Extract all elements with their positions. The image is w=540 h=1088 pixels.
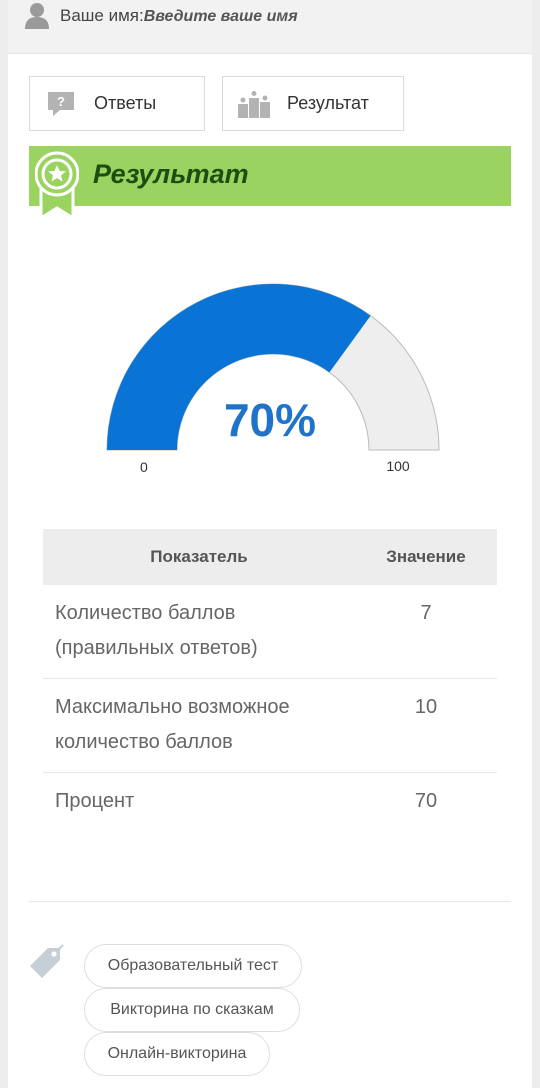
answers-label: Ответы (94, 93, 157, 113)
table-header: Показатель Значение (43, 529, 497, 585)
gauge-fill (107, 283, 371, 450)
question-bubble-icon: ? (48, 91, 74, 116)
metric-column-header: Показатель (150, 547, 248, 566)
banner-title: Результат (93, 159, 249, 189)
svg-text:?: ? (57, 94, 65, 109)
user-icon (25, 3, 49, 29)
tag-fairy-tale-quiz[interactable]: Викторина по сказкам (84, 988, 300, 1032)
row-value: 7 (420, 602, 432, 624)
tag-icon (30, 944, 64, 978)
row-value: 10 (414, 696, 438, 718)
name-field[interactable]: Ваше имя:Введите ваше имя (60, 6, 298, 26)
quiz-result-page: Ваше имя:Введите ваше имя ? Ответы Резул… (8, 0, 532, 1088)
gauge-value: 70% (223, 394, 317, 446)
podium-icon (238, 90, 270, 118)
result-gauge (106, 283, 440, 451)
result-button[interactable]: Результат (222, 76, 404, 131)
results-table: Показатель Значение Количество баллов (п… (43, 529, 497, 831)
row-value: 70 (414, 790, 438, 812)
gauge-max-label: 100 (386, 458, 410, 474)
name-input[interactable]: Введите ваше имя (143, 8, 298, 25)
name-bar: Ваше имя:Введите ваше имя (8, 0, 532, 54)
section-divider (29, 901, 511, 902)
table-row: Процент 70 (43, 773, 497, 831)
tag-educational-test[interactable]: Образовательный тест (84, 944, 302, 988)
gauge-min-label: 0 (140, 459, 148, 475)
row-metric: Количество баллов (правильных ответов) (55, 602, 258, 659)
award-ribbon-icon (35, 151, 79, 221)
tag-online-quiz[interactable]: Онлайн-викторина (84, 1032, 270, 1076)
answers-button[interactable]: ? Ответы (29, 76, 205, 131)
row-metric: Максимально возможное количество баллов (55, 696, 290, 753)
name-label: Ваше имя: (60, 6, 144, 25)
table-row: Максимально возможное количество баллов … (43, 679, 497, 773)
value-column-header: Значение (386, 547, 466, 566)
row-metric: Процент (55, 790, 135, 812)
result-banner: Результат (29, 146, 511, 221)
result-label: Результат (287, 93, 369, 113)
table-row: Количество баллов (правильных ответов) 7 (43, 585, 497, 679)
